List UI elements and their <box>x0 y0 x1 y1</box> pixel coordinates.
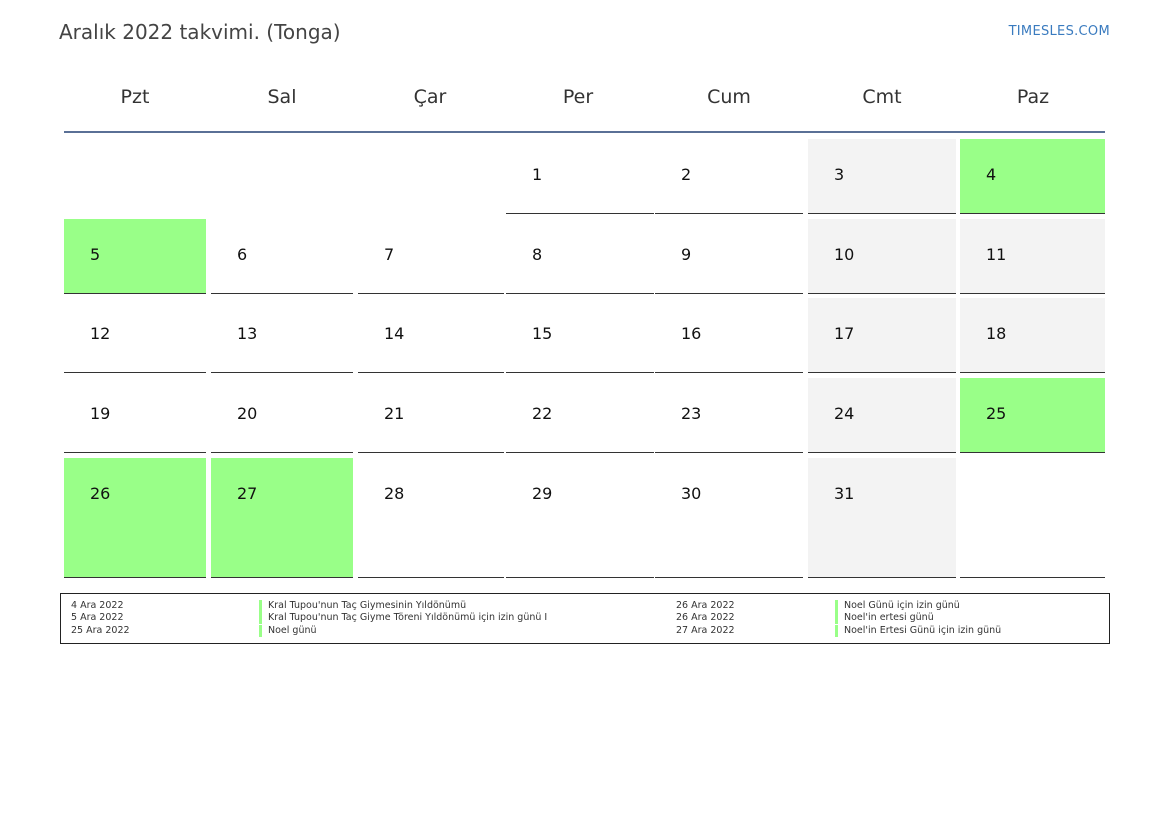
calendar-day: 17 <box>808 298 956 373</box>
calendar-day: 10 <box>808 219 956 294</box>
calendar-day-holiday: 25 <box>960 378 1105 453</box>
site-link[interactable]: TIMESLES.COM <box>1008 24 1110 39</box>
calendar-day: 20 <box>211 378 353 453</box>
day-number: 12 <box>90 324 111 343</box>
day-number: 10 <box>834 245 855 264</box>
holiday-date: 26 Ara 2022 <box>676 612 735 623</box>
calendar-day: 30 <box>655 458 803 578</box>
weekday-header: Cmt <box>862 86 902 108</box>
calendar-day: 21 <box>358 378 504 453</box>
calendar-day: 6 <box>211 219 353 294</box>
day-number: 4 <box>986 165 997 184</box>
day-number: 28 <box>384 484 405 503</box>
calendar-day-holiday: 5 <box>64 219 206 294</box>
calendar-day: 28 <box>358 458 504 578</box>
day-number: 24 <box>834 404 855 423</box>
calendar-day: 8 <box>506 219 654 294</box>
header-divider <box>64 131 1105 133</box>
calendar-day: 15 <box>506 298 654 373</box>
page-title: Aralık 2022 takvimi. (Tonga) <box>59 20 341 44</box>
holiday-date: 5 Ara 2022 <box>71 612 124 623</box>
calendar-day-holiday: 27 <box>211 458 353 578</box>
holiday-legend: 4 Ara 2022 Kral Tupou'nun Taç Giymesinin … <box>60 593 1110 644</box>
day-number: 18 <box>986 324 1007 343</box>
day-number: 9 <box>681 245 692 264</box>
day-number: 30 <box>681 484 702 503</box>
calendar-day: 19 <box>64 378 206 453</box>
calendar-day: 22 <box>506 378 654 453</box>
day-number: 25 <box>986 404 1007 423</box>
day-number: 13 <box>237 324 258 343</box>
calendar-day: 11 <box>960 219 1105 294</box>
calendar-day <box>960 458 1105 578</box>
calendar-day: 31 <box>808 458 956 578</box>
calendar-day: 16 <box>655 298 803 373</box>
calendar-day: 18 <box>960 298 1105 373</box>
weekday-header: Paz <box>1016 86 1050 108</box>
day-number: 27 <box>237 484 258 503</box>
holiday-name: Kral Tupou'nun Taç Giyme Töreni Yıldönüm… <box>259 612 547 624</box>
day-number: 19 <box>90 404 111 423</box>
day-number: 2 <box>681 165 692 184</box>
weekday-header: Çar <box>413 86 447 108</box>
holiday-name: Noel'in Ertesi Günü için izin günü <box>835 625 1001 637</box>
holiday-name: Noel'in ertesi günü <box>835 612 934 624</box>
day-number: 3 <box>834 165 845 184</box>
calendar-day: 24 <box>808 378 956 453</box>
day-number: 21 <box>384 404 405 423</box>
holiday-name: Noel günü <box>259 625 317 637</box>
calendar-day: 12 <box>64 298 206 373</box>
day-number: 31 <box>834 484 855 503</box>
day-number: 15 <box>532 324 553 343</box>
calendar-day: 13 <box>211 298 353 373</box>
day-number: 14 <box>384 324 405 343</box>
weekday-header: Pzt <box>120 86 150 108</box>
calendar-day: 23 <box>655 378 803 453</box>
holiday-name: Noel Günü için izin günü <box>835 600 960 612</box>
day-number: 8 <box>532 245 543 264</box>
holiday-date: 27 Ara 2022 <box>676 625 735 636</box>
day-number: 20 <box>237 404 258 423</box>
calendar-day: 9 <box>655 219 803 294</box>
day-number: 1 <box>532 165 543 184</box>
day-number: 16 <box>681 324 702 343</box>
calendar-day: 7 <box>358 219 504 294</box>
holiday-date: 26 Ara 2022 <box>676 600 735 611</box>
day-number: 5 <box>90 245 101 264</box>
calendar-day-holiday: 4 <box>960 139 1105 214</box>
day-number: 23 <box>681 404 702 423</box>
weekday-header: Sal <box>267 86 297 108</box>
day-number: 6 <box>237 245 248 264</box>
holiday-date: 4 Ara 2022 <box>71 600 124 611</box>
calendar-day: 29 <box>506 458 654 578</box>
day-number: 26 <box>90 484 111 503</box>
holiday-date: 25 Ara 2022 <box>71 625 130 636</box>
day-number: 29 <box>532 484 553 503</box>
calendar-day: 3 <box>808 139 956 214</box>
day-number: 11 <box>986 245 1007 264</box>
day-number: 22 <box>532 404 553 423</box>
calendar-day-holiday: 26 <box>64 458 206 578</box>
calendar-day: 14 <box>358 298 504 373</box>
day-number: 17 <box>834 324 855 343</box>
calendar-day: 2 <box>655 139 803 214</box>
calendar-day: 1 <box>506 139 654 214</box>
weekday-header: Per <box>562 86 594 108</box>
weekday-header: Cum <box>707 86 751 108</box>
day-number: 7 <box>384 245 395 264</box>
holiday-name: Kral Tupou'nun Taç Giymesinin Yıldönümü <box>259 600 466 612</box>
